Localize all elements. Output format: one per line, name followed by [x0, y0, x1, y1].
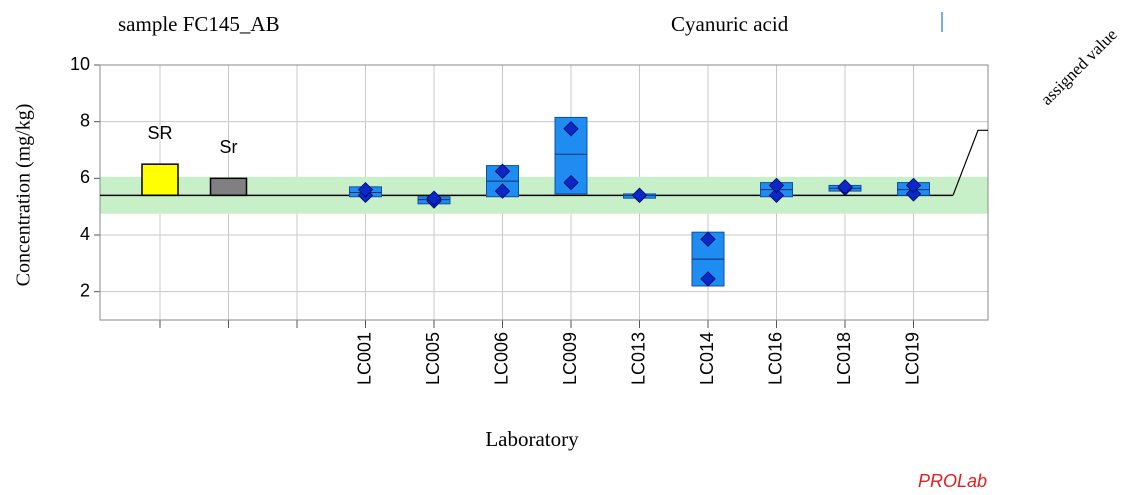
x-tick-label: LC013 [628, 332, 648, 385]
y-tick-label: 4 [80, 224, 90, 244]
result-point [837, 179, 853, 195]
result-point [905, 186, 922, 202]
x-tick-label: LC005 [423, 332, 443, 385]
result-point [357, 181, 374, 198]
reference-label: Sr [220, 137, 238, 157]
reference-bar [141, 163, 179, 197]
chart-subtitle: sample FC145_AB [118, 12, 280, 36]
result-point [563, 174, 579, 191]
result-point [700, 271, 716, 287]
reference-bar [209, 177, 248, 197]
result-point [426, 190, 442, 206]
x-tick-label: LC016 [765, 332, 785, 385]
y-tick-label: 6 [80, 167, 90, 187]
y-tick-label: 2 [80, 280, 90, 300]
y-tick-label: 10 [70, 54, 90, 74]
y-axis-label: Concentration (mg/kg) [13, 104, 35, 287]
x-tick-label: LC018 [834, 332, 854, 385]
x-tick-label: LC001 [354, 332, 374, 385]
brand: PROLab [918, 471, 987, 491]
result-point [905, 177, 922, 194]
chart-title: Cyanuric acid [671, 12, 789, 36]
result-point [494, 183, 511, 199]
x-tick-label: LC014 [697, 332, 717, 385]
result-point [563, 121, 579, 137]
result-point [768, 187, 785, 204]
plot-border [99, 64, 989, 321]
result-point [494, 163, 511, 179]
x-tick-label: LC019 [902, 332, 922, 385]
x-axis-label: Laboratory [485, 427, 579, 451]
result-point [768, 177, 785, 194]
y-tick-label: 8 [80, 110, 90, 130]
annotation-leader [952, 129, 988, 196]
result-point [631, 187, 648, 204]
x-tick-label: LC009 [560, 332, 580, 385]
x-tick-label: LC006 [491, 332, 511, 385]
reference-label: SR [147, 123, 172, 143]
result-point [700, 231, 716, 247]
